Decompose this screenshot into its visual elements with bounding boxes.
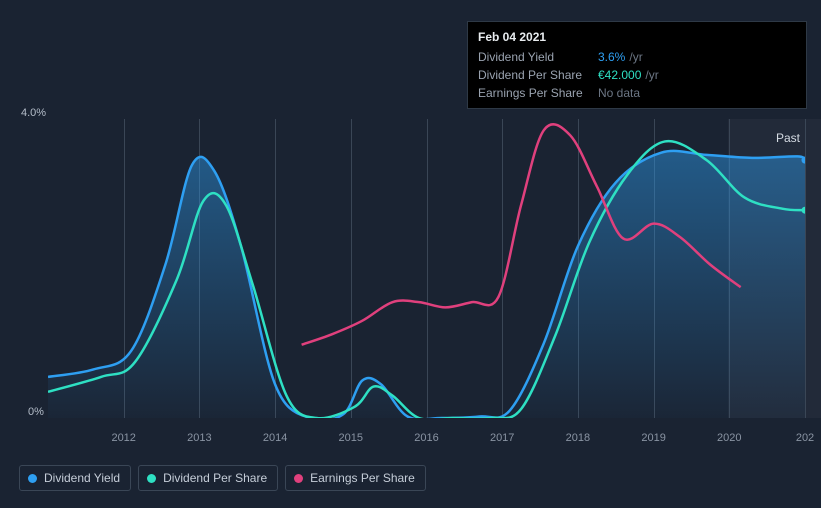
legend-item-earnings-per-share[interactable]: Earnings Per Share bbox=[285, 465, 426, 491]
tooltip-key: Dividend Yield bbox=[478, 50, 598, 64]
tooltip-unit: /yr bbox=[645, 68, 658, 82]
tooltip-date: Feb 04 2021 bbox=[478, 30, 796, 44]
x-tick-label: 2014 bbox=[263, 432, 287, 444]
legend-label: Dividend Yield bbox=[44, 471, 120, 485]
tooltip-row: Dividend Yield3.6% /yr bbox=[478, 48, 796, 66]
x-tick-label: 2019 bbox=[641, 432, 665, 444]
plot-area bbox=[48, 119, 805, 418]
x-tick-label: 2016 bbox=[414, 432, 438, 444]
legend-dot-icon bbox=[147, 474, 156, 483]
tooltip-key: Dividend Per Share bbox=[478, 68, 598, 82]
x-tick-label: 2012 bbox=[111, 432, 135, 444]
x-tick-label: 2017 bbox=[490, 432, 514, 444]
tooltip-unit: /yr bbox=[629, 50, 642, 64]
legend-item-dividend-yield[interactable]: Dividend Yield bbox=[19, 465, 131, 491]
tooltip-value: No data bbox=[598, 86, 640, 100]
tooltip-row: Earnings Per ShareNo data bbox=[478, 84, 796, 102]
legend-dot-icon bbox=[28, 474, 37, 483]
tooltip-key: Earnings Per Share bbox=[478, 86, 598, 100]
legend-item-dividend-per-share[interactable]: Dividend Per Share bbox=[138, 465, 278, 491]
x-tick-label: 2018 bbox=[566, 432, 590, 444]
x-tick-label: 202 bbox=[796, 432, 814, 444]
x-tick-label: 2015 bbox=[339, 432, 363, 444]
gridline bbox=[805, 119, 806, 418]
y-axis-min-label: 0% bbox=[28, 406, 44, 418]
y-axis-max-label: 4.0% bbox=[21, 107, 46, 119]
legend-dot-icon bbox=[294, 474, 303, 483]
dividend-chart: 4.0% 0% 2012 2013 2014 2015 2016 2017 2018 2019… bbox=[0, 0, 821, 508]
tooltip-row: Dividend Per Share€42.000/yr bbox=[478, 66, 796, 84]
tooltip-value: 3.6% bbox=[598, 50, 625, 64]
chart-tooltip: Feb 04 2021 Dividend Yield3.6%/yrDividen… bbox=[467, 21, 807, 109]
legend-label: Earnings Per Share bbox=[310, 471, 415, 485]
tooltip-value: €42.000 bbox=[598, 68, 641, 82]
legend-label: Dividend Per Share bbox=[163, 471, 267, 485]
series-fill-dividend-yield bbox=[48, 151, 805, 418]
chart-legend: Dividend Yield Dividend Per Share Earnings… bbox=[19, 465, 426, 491]
x-tick-label: 2013 bbox=[187, 432, 211, 444]
x-tick-label: 2020 bbox=[717, 432, 741, 444]
